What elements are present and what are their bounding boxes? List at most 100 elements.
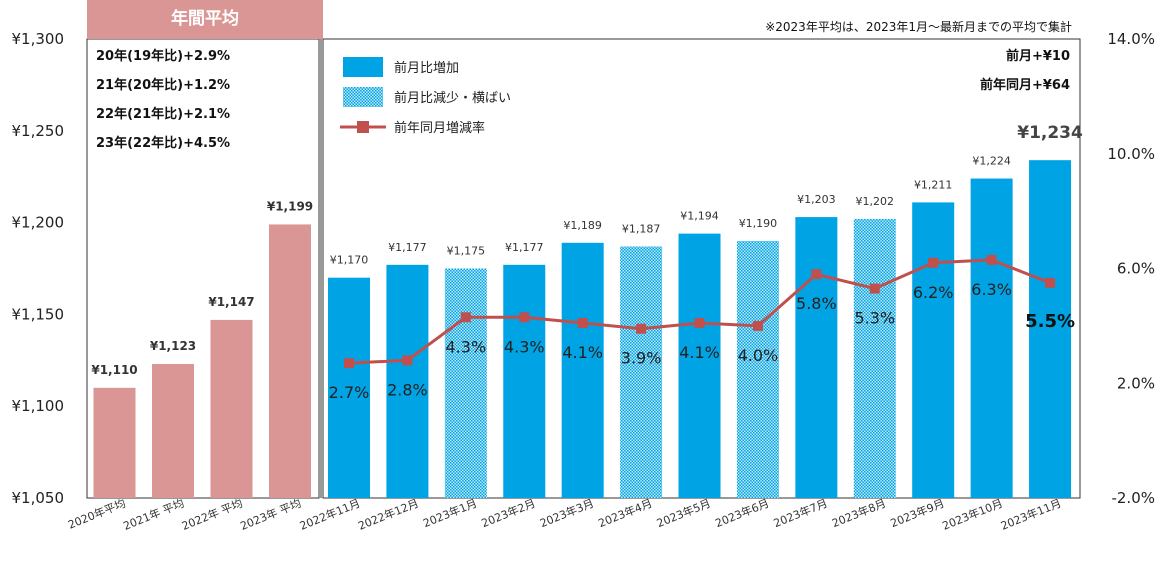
yoy-point [636,323,647,334]
right-tick-label: 2.0% [1117,374,1155,392]
x-tick-label: 2023年1月 [421,496,479,530]
left-tick-label: ¥1,300 [12,30,65,48]
yoy-value-label: 6.3% [971,280,1012,299]
bar-7 [444,268,487,498]
yoy-value-label: 2.8% [387,380,428,399]
bar-value-label: ¥1,199 [267,199,313,213]
x-tick-label: 2023年8月 [830,496,888,530]
right-tick-label: -2.0% [1111,489,1155,507]
yoy-point [986,254,997,265]
yoy-point [928,257,939,268]
bar-value-label: ¥1,234 [1017,123,1083,143]
yoy-point [402,355,413,366]
legend-label-decrease: 前月比減少・横ばい [394,90,511,106]
yoy-value-label: 5.8% [796,294,837,313]
x-tick-label: 2022年11月 [298,496,363,533]
bar-16 [970,178,1013,498]
bar-value-label: ¥1,203 [797,193,836,206]
yoy-value-label: 4.0% [738,346,779,365]
x-tick-label: 2023年4月 [596,496,654,530]
bar-10 [620,246,663,498]
bar-3 [210,319,253,498]
x-tick-label: 2023年9月 [888,496,946,530]
bar-value-label: ¥1,177 [505,241,544,254]
bar-12 [736,240,779,498]
bar-13 [795,217,838,499]
annual-banner-text: 年間平均 [171,8,239,29]
bar-value-label: ¥1,123 [150,339,196,353]
yoy-value-label: 5.3% [854,309,895,328]
bar-value-label: ¥1,211 [914,178,953,191]
left-tick-label: ¥1,200 [12,214,65,232]
x-tick-label: 2021年 平均 [121,496,186,533]
annual-summary-2: 21年(20年比)+1.2% [96,77,230,93]
bar-value-label: ¥1,224 [972,155,1011,168]
yoy-value-label: 4.3% [446,337,487,356]
yoy-value-label: 3.9% [621,349,662,368]
legend-swatch-marker [357,121,369,133]
bar-series [93,160,1072,499]
annual-summary-4: 23年(22年比)+4.5% [96,135,230,151]
right-tick-label: 10.0% [1107,145,1155,163]
bar-value-label: ¥1,177 [388,241,427,254]
x-tick-label: 2023年 平均 [238,496,303,533]
bar-9 [561,242,604,498]
x-tick-label: 2023年10月 [940,496,1005,533]
left-tick-label: ¥1,150 [12,305,65,323]
x-tick-label: 2023年2月 [479,496,537,530]
right-tick-label: 14.0% [1107,30,1155,48]
bar-value-label: ¥1,190 [739,217,778,230]
yoy-point [752,320,763,331]
yoy-point [694,318,705,329]
bar-value-label: ¥1,147 [208,295,254,309]
bar-5 [328,277,370,498]
left-axis: ¥1,050 ¥1,100 ¥1,150 ¥1,200 ¥1,250 ¥1,300 [12,30,65,507]
x-tick-label: 2023年3月 [538,496,596,530]
x-tick-label: 2023年6月 [713,496,771,530]
yoy-point [1045,277,1056,288]
annual-summary-3: 22年(21年比)+2.1% [96,106,230,122]
yoy-point [519,312,530,323]
x-tick-label: 2020年平均 [66,496,128,532]
x-tick-label: 2022年 平均 [180,496,245,533]
left-tick-label: ¥1,050 [12,489,65,507]
bar-4 [269,224,311,498]
monthly-summary-1: 前月+¥10 [1006,48,1070,64]
bar-value-label: ¥1,175 [447,245,486,258]
monthly-summary-2: 前年同月+¥64 [980,77,1070,93]
x-tick-label: 2022年12月 [356,496,421,533]
bar-value-label: ¥1,110 [91,363,137,377]
bar-6 [386,264,429,498]
line-series [344,254,1056,369]
yoy-value-label: 6.2% [913,283,954,302]
yoy-point [460,312,471,323]
bar-value-label: ¥1,189 [563,219,602,232]
bar-2 [152,363,194,498]
yoy-point [811,269,822,280]
left-tick-label: ¥1,250 [12,122,65,140]
bar-15 [912,202,955,499]
bar-11 [678,233,721,498]
yoy-point [344,358,354,369]
bar-value-label: ¥1,170 [330,254,369,267]
x-tick-label: 2023年7月 [771,496,829,530]
annual-summary-1: 20年(19年比)+2.9% [96,48,230,64]
right-tick-label: 6.0% [1117,260,1155,278]
legend-swatch-decrease [343,87,383,107]
annual-banner [87,0,323,39]
bar-14 [853,218,896,499]
legend-label-line: 前年同月増減率 [394,120,485,136]
left-tick-label: ¥1,100 [12,397,65,415]
yoy-value-label: 5.5% [1025,311,1075,332]
legend-label-increase: 前月比増加 [394,60,459,76]
data-labels: ¥1,110 ¥1,123 ¥1,147 ¥1,199 ¥1,170 ¥1,177 ¥1,1… [91,123,1083,402]
right-axis: -2.0% 2.0% 6.0% 10.0% 14.0% [1107,30,1155,507]
yoy-value-label: 4.3% [504,337,545,356]
yoy-value-label: 4.1% [562,343,603,362]
bar-17 [1029,160,1072,498]
yoy-point [577,318,588,329]
bar-8 [503,264,546,498]
legend-swatch-increase [343,57,383,77]
bar-value-label: ¥1,187 [622,222,661,235]
